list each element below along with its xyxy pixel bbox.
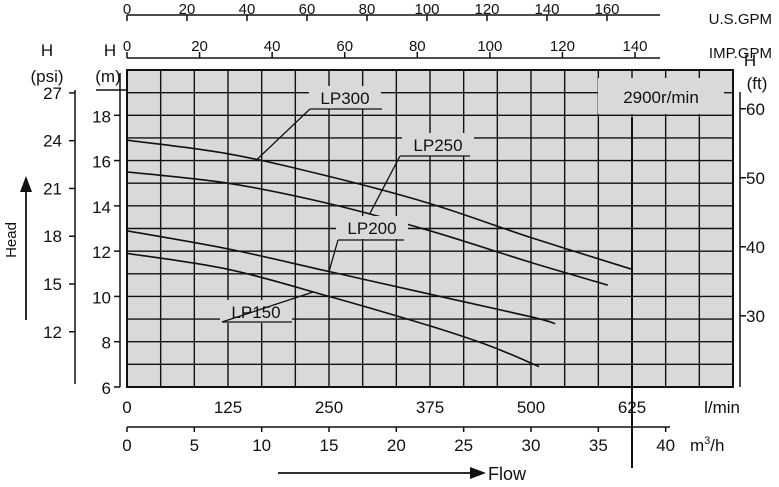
meter-tick-label: 16 (92, 153, 111, 172)
series-label-lp250: LP250 (413, 136, 462, 155)
m3h-unit-label: m3/h (690, 435, 724, 455)
meter-tick-label: 8 (102, 334, 111, 353)
head-arrowhead (20, 176, 32, 192)
lmin-tick-label: 250 (315, 398, 343, 417)
m3h-tick-label: 20 (387, 436, 406, 455)
leader-line (255, 108, 311, 161)
series-label-bg (309, 86, 381, 109)
feet-axis-title: H (744, 51, 756, 70)
meter-tick-label: 18 (92, 107, 111, 126)
leader-line (221, 291, 314, 323)
meter-axis-title: H (104, 41, 116, 60)
impgpm-tick-label: 20 (191, 38, 208, 55)
feet-axis-unit: (ft) (747, 74, 768, 93)
lmin-tick-label: 500 (517, 398, 545, 417)
m3h-tick-label: 35 (589, 436, 608, 455)
m3h-tick-label: 15 (320, 436, 339, 455)
impgpm-tick-label: 40 (264, 38, 281, 55)
series-label-bg (402, 133, 474, 156)
impgpm-tick-label: 100 (477, 38, 502, 55)
curve-lp200 (126, 230, 556, 325)
usgpm-tick-label: 80 (359, 1, 376, 18)
psi-tick-label: 18 (43, 227, 62, 246)
speed-label: 2900r/min (623, 88, 699, 107)
usgpm-tick-label: 0 (123, 1, 131, 18)
feet-tick-label: 60 (746, 100, 765, 119)
meter-tick-label: 6 (102, 379, 111, 398)
usgpm-tick-label: 140 (534, 1, 559, 18)
usgpm-tick-label: 40 (239, 1, 256, 18)
psi-axis-title: H (41, 41, 53, 60)
meter-axis-unit: (m) (95, 67, 120, 86)
m3h-tick-label: 0 (122, 436, 131, 455)
plot-border (126, 69, 734, 388)
meter-tick-label: 10 (92, 288, 111, 307)
impgpm-tick-label: 80 (409, 38, 426, 55)
curve-lp150 (126, 252, 540, 368)
impgpm-tick-label: 60 (336, 38, 353, 55)
usgpm-tick-label: 20 (179, 1, 196, 18)
m3h-tick-label: 30 (522, 436, 541, 455)
usgpm-tick-label: 60 (299, 1, 316, 18)
feet-tick-label: 30 (746, 307, 765, 326)
series-label-lp300: LP300 (320, 89, 369, 108)
psi-tick-label: 27 (43, 84, 62, 103)
usgpm-tick-label: 100 (414, 1, 439, 18)
impgpm-tick-label: 0 (123, 38, 131, 55)
flow-axis-title: Flow (488, 464, 527, 484)
series-label-lp200: LP200 (347, 219, 396, 238)
feet-tick-label: 40 (746, 238, 765, 257)
feet-tick-label: 50 (746, 169, 765, 188)
usgpm-unit-label: U.S.GPM (709, 11, 772, 28)
psi-tick-label: 24 (43, 132, 62, 151)
lmin-unit-label: l/min (704, 398, 740, 417)
impgpm-tick-label: 120 (550, 38, 575, 55)
psi-tick-label: 15 (43, 275, 62, 294)
usgpm-tick-label: 160 (594, 1, 619, 18)
meter-tick-label: 14 (92, 198, 111, 217)
lmin-tick-label: 0 (122, 398, 131, 417)
impgpm-unit-label: IMP.GPM (709, 45, 772, 62)
impgpm-tick-label: 140 (622, 38, 647, 55)
m3h-tick-label: 10 (252, 436, 271, 455)
m3h-tick-label: 25 (454, 436, 473, 455)
psi-axis-unit: (psi) (30, 67, 63, 86)
speed-label-bg (598, 78, 724, 114)
series-label-lp150: LP150 (231, 303, 280, 322)
leader-line (328, 239, 339, 272)
m3h-tick-label: 5 (190, 436, 199, 455)
meter-tick-label: 12 (92, 243, 111, 262)
lmin-tick-label: 125 (214, 398, 242, 417)
flow-arrowhead (470, 467, 486, 479)
lmin-tick-label: 375 (416, 398, 444, 417)
m3h-tick-label: 40 (656, 436, 675, 455)
psi-tick-label: 21 (43, 179, 62, 198)
curve-lp300 (126, 139, 633, 271)
psi-tick-label: 12 (43, 323, 62, 342)
series-label-bg (336, 216, 408, 239)
leader-line (368, 155, 401, 215)
head-axis-title: Head (3, 222, 20, 258)
usgpm-tick-label: 120 (474, 1, 499, 18)
